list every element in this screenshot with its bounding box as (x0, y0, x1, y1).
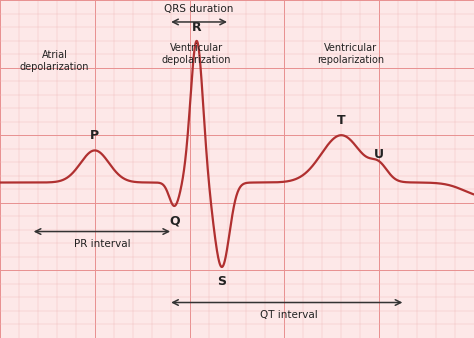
Text: QRS duration: QRS duration (164, 4, 234, 14)
Text: Q: Q (169, 215, 180, 227)
Text: Ventricular
depolarization: Ventricular depolarization (162, 43, 231, 65)
Text: P: P (90, 129, 100, 142)
Text: R: R (192, 22, 201, 34)
Text: QT interval: QT interval (260, 310, 318, 320)
Text: T: T (337, 114, 346, 127)
Text: S: S (218, 275, 226, 288)
Text: U: U (374, 148, 384, 161)
Text: Ventricular
repolarization: Ventricular repolarization (317, 43, 384, 65)
Text: Atrial
depolarization: Atrial depolarization (20, 50, 89, 72)
Text: PR interval: PR interval (73, 239, 130, 249)
